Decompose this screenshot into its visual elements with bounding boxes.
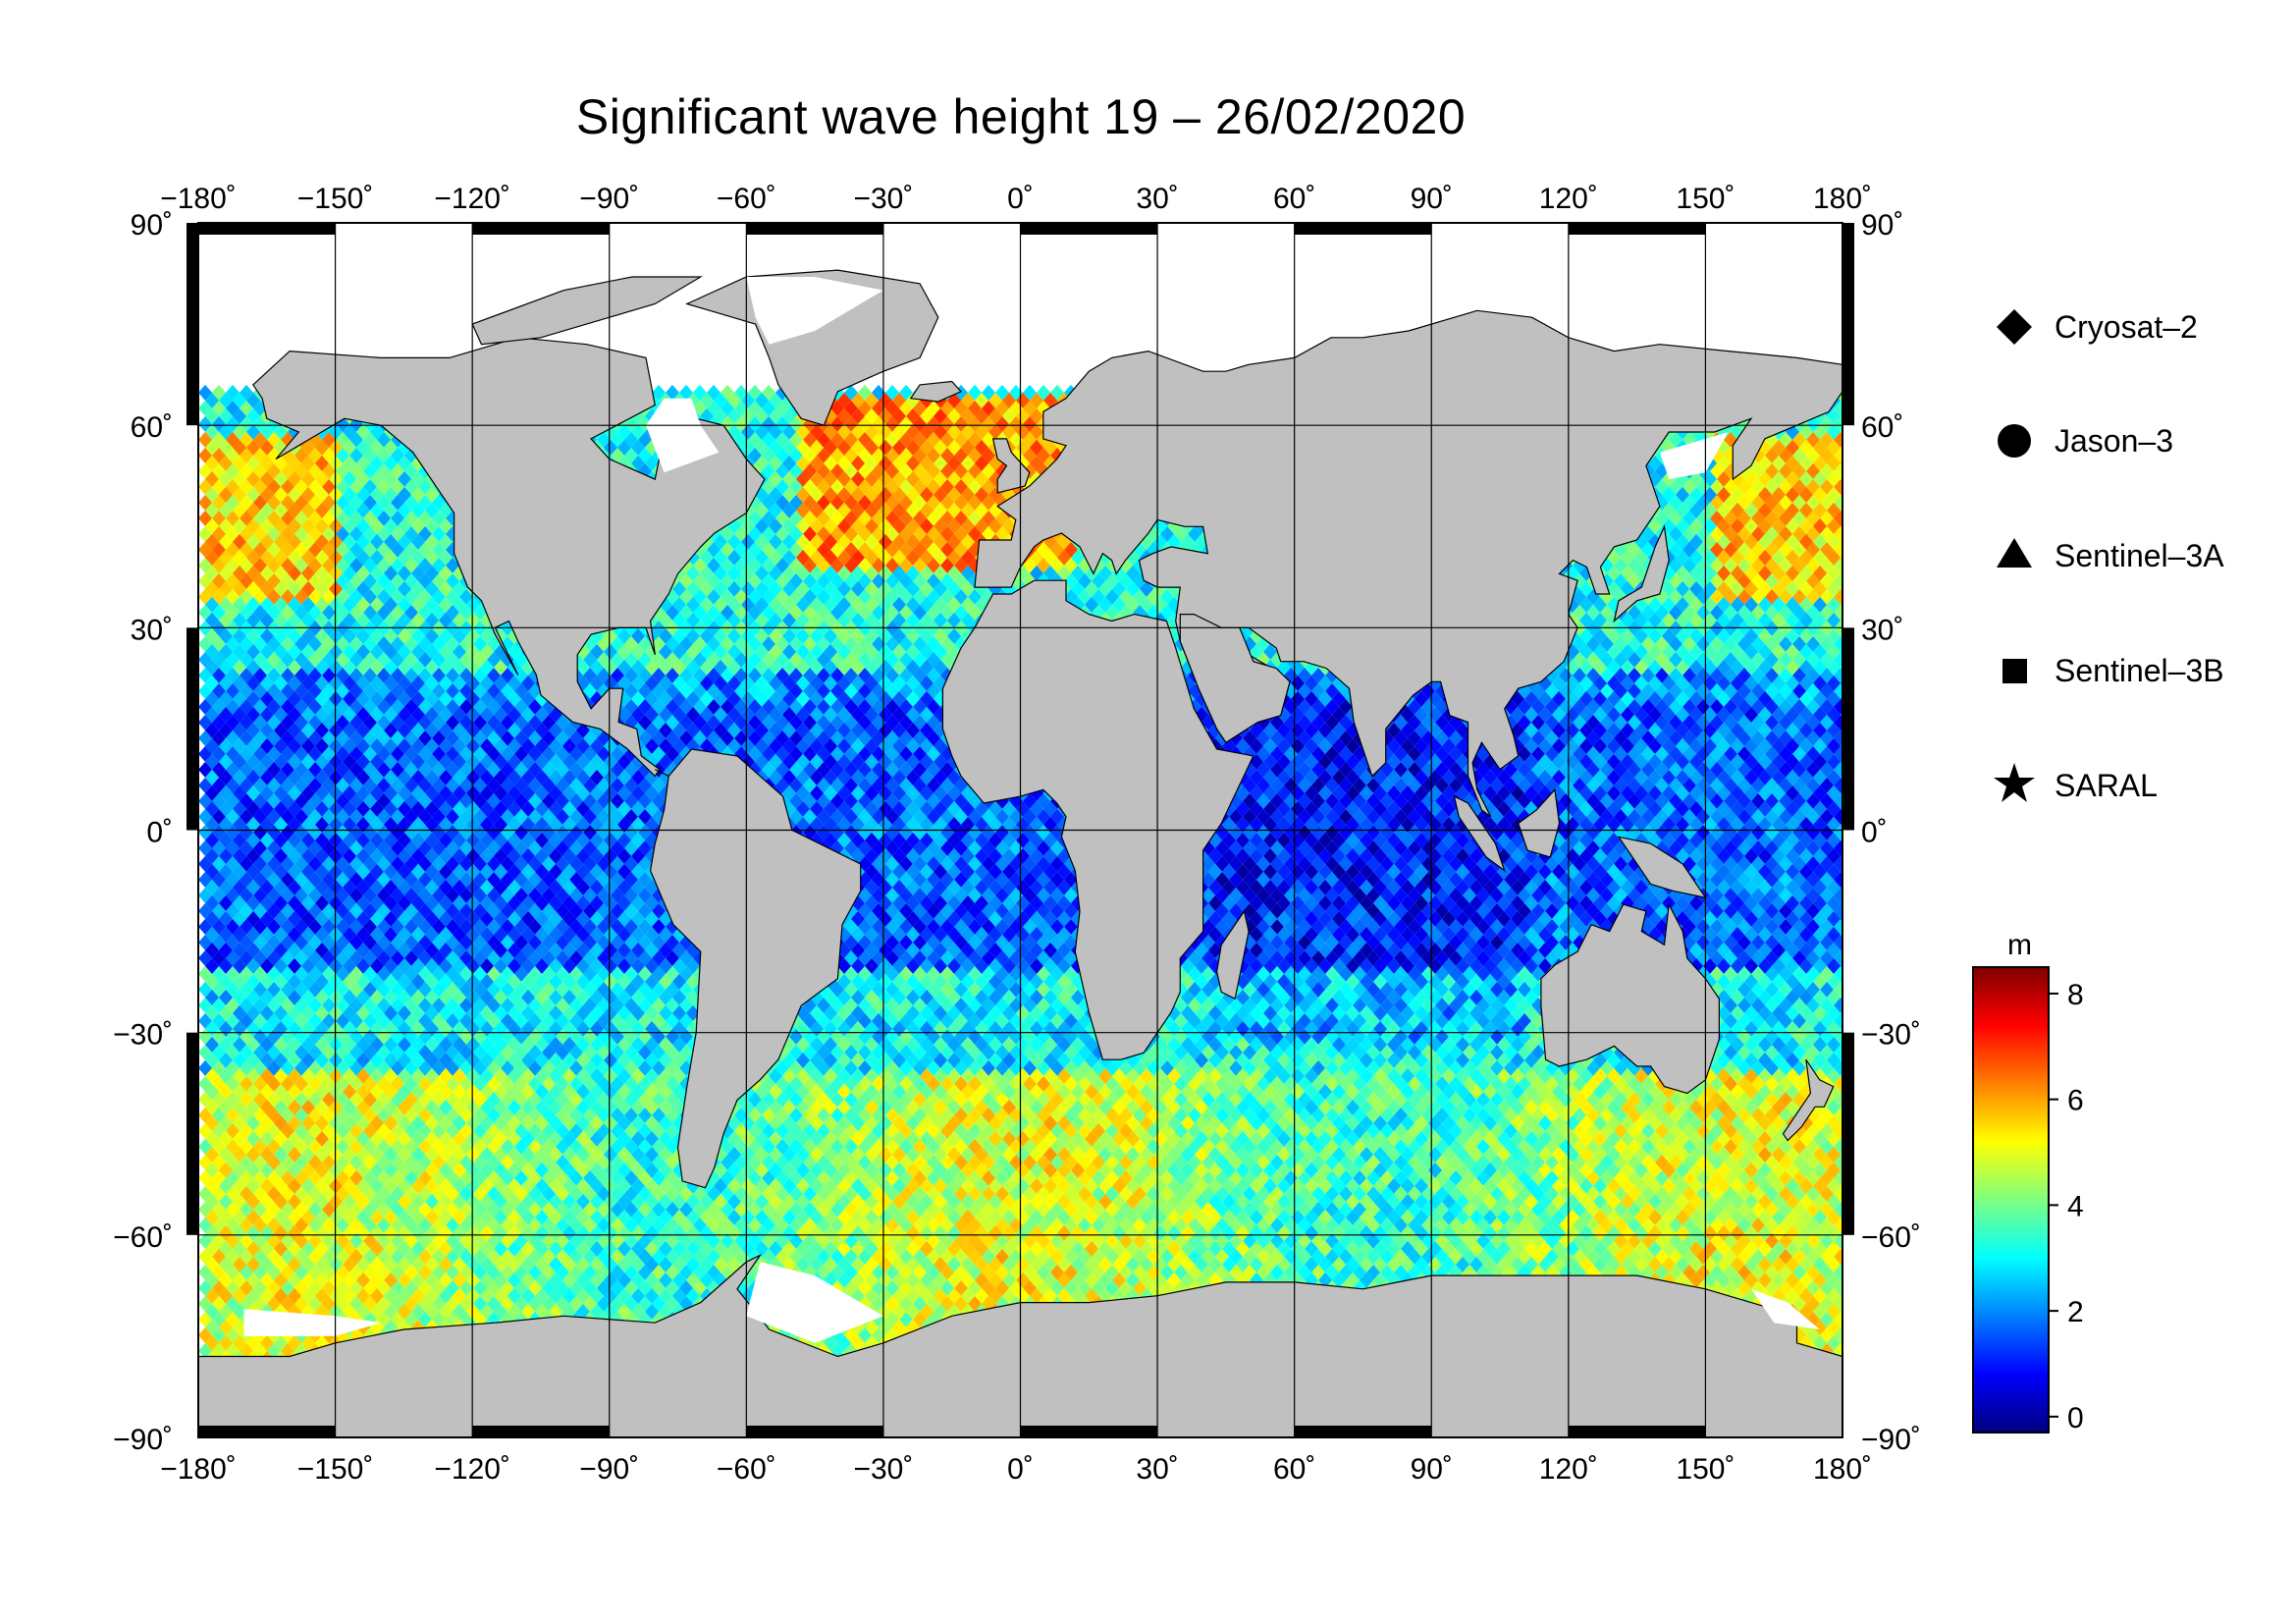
wave-cell (1834, 415, 1842, 432)
wave-cell (1834, 620, 1842, 636)
wave-cell (1834, 462, 1842, 479)
wave-cell (1834, 541, 1842, 558)
wave-cell (1834, 604, 1842, 621)
wave-cell (1834, 494, 1842, 511)
wave-cell (1834, 400, 1842, 416)
wave-cell (1834, 588, 1842, 605)
wave-cell (1834, 525, 1842, 542)
wave-cell (1834, 431, 1842, 448)
wave-cell (1834, 447, 1842, 463)
wave-cell (1834, 572, 1842, 589)
wave-cell (1834, 478, 1842, 495)
wave-cell (1834, 510, 1842, 526)
map-title: Significant wave height 19 – 26/02/2020 (575, 89, 1467, 144)
wave-cell (1834, 557, 1842, 573)
